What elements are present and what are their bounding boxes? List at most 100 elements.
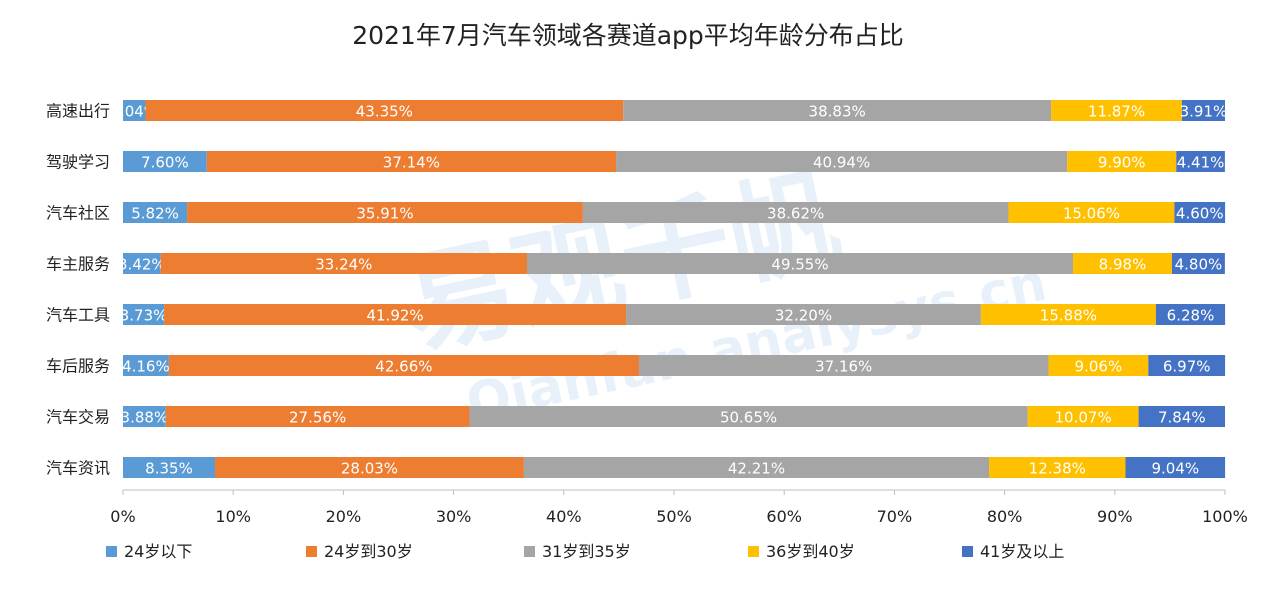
bar-segment [523, 457, 990, 478]
bar-segment [1138, 406, 1225, 427]
bar-segment [638, 355, 1049, 376]
data-label: 35.91% [356, 205, 413, 223]
data-label: 9.04% [1151, 460, 1199, 478]
bar-segment [616, 151, 1068, 172]
bar-segment [582, 202, 1009, 223]
bar-segment [1171, 253, 1225, 274]
data-label: 27.56% [289, 409, 346, 427]
legend-label: 31岁到35岁 [542, 542, 631, 561]
bar-segment [1051, 100, 1182, 121]
bar-segment [626, 304, 981, 325]
bars-group: 2.04% 43.35% 38.83% 11.87% 3.91%7.60% 37.14% 4… [110, 100, 1227, 478]
data-label: 37.16% [815, 358, 872, 376]
x-axis-ticks: 0% 10% 20% 30% 40% 50% 60% 70% 80% 90% 100% [110, 490, 1248, 526]
bar-segment [123, 355, 169, 376]
data-label: 6.97% [1163, 358, 1211, 376]
x-tick-label: 10% [215, 507, 251, 526]
bar-segment [123, 457, 216, 478]
bar-segment [1148, 355, 1226, 376]
data-label: 40.94% [813, 154, 870, 172]
data-label: 8.98% [1099, 256, 1147, 274]
data-label: 3.42% [118, 256, 166, 274]
x-tick-label: 80% [987, 507, 1023, 526]
bar-segment [1008, 202, 1175, 223]
bar-segment [1176, 151, 1225, 172]
data-label: 4.16% [122, 358, 170, 376]
bar-segment [123, 253, 161, 274]
bar-segment [165, 406, 470, 427]
bar-segment [980, 304, 1156, 325]
x-tick-label: 100% [1202, 507, 1248, 526]
legend-swatch [962, 546, 973, 557]
category-label: 汽车交易 [46, 408, 110, 427]
bar-segment [526, 253, 1074, 274]
bar-segment [187, 202, 583, 223]
data-label: 6.28% [1167, 307, 1215, 325]
data-label: 3.73% [120, 307, 168, 325]
data-label: 4.80% [1175, 256, 1223, 274]
data-label: 12.38% [1029, 460, 1086, 478]
x-tick-label: 60% [766, 507, 802, 526]
category-label: 汽车资讯 [46, 459, 110, 478]
bar-segment [1067, 151, 1177, 172]
bar-segment [1155, 304, 1226, 325]
data-label: 7.60% [141, 154, 189, 172]
data-label: 28.03% [341, 460, 398, 478]
data-label: 15.06% [1063, 205, 1120, 223]
data-label: 50.65% [720, 409, 777, 427]
watermark: 易观千帆 Qianfan.analysys.cn [394, 154, 1052, 434]
category-label: 汽车工具 [46, 306, 110, 325]
data-label: 7.84% [1158, 409, 1206, 427]
legend-label: 36岁到40岁 [766, 542, 855, 561]
data-label: 33.24% [315, 256, 372, 274]
bar-segment [206, 151, 617, 172]
data-label: 8.35% [145, 460, 193, 478]
data-label: 9.90% [1098, 154, 1146, 172]
x-tick-label: 0% [110, 507, 135, 526]
data-label: 4.41% [1177, 154, 1225, 172]
data-label: 38.62% [767, 205, 824, 223]
legend-label: 24岁以下 [124, 542, 192, 561]
data-label: 38.83% [809, 103, 866, 121]
legend-swatch [524, 546, 535, 557]
x-tick-label: 70% [877, 507, 913, 526]
data-label: 10.07% [1055, 409, 1112, 427]
category-label: 驾驶学习 [46, 153, 110, 172]
bar-segment [168, 355, 639, 376]
x-tick-label: 30% [436, 507, 472, 526]
x-tick-label: 20% [326, 507, 362, 526]
data-label: 9.06% [1075, 358, 1123, 376]
category-label: 高速出行 [46, 102, 110, 121]
bar-segment [123, 100, 146, 121]
data-label: 11.87% [1088, 103, 1145, 121]
data-label: 43.35% [356, 103, 413, 121]
legend-label: 24岁到30岁 [324, 542, 413, 561]
bar-segment [469, 406, 1028, 427]
bar-segment [1048, 355, 1149, 376]
bar-segment [1174, 202, 1226, 223]
x-tick-label: 50% [656, 507, 692, 526]
category-label: 车主服务 [46, 255, 110, 274]
legend: 24岁以下 24岁到30岁 31岁到35岁 36岁到40岁 41岁及以上 [106, 542, 1064, 561]
data-label: 32.20% [775, 307, 832, 325]
legend-swatch [748, 546, 759, 557]
bar-segment [215, 457, 524, 478]
data-label: 41.92% [366, 307, 423, 325]
bar-segment [123, 304, 165, 325]
data-label: 42.66% [375, 358, 432, 376]
data-label: 3.91% [1180, 103, 1228, 121]
bar-segment [123, 202, 188, 223]
data-label: 3.88% [121, 409, 169, 427]
bar-segment [145, 100, 624, 121]
data-label: 15.88% [1040, 307, 1097, 325]
data-label: 5.82% [131, 205, 179, 223]
bar-segment [1027, 406, 1139, 427]
bar-segment [1125, 457, 1226, 478]
legend-swatch [106, 546, 117, 557]
category-label: 车后服务 [46, 357, 110, 376]
bar-segment [623, 100, 1052, 121]
x-tick-label: 40% [546, 507, 582, 526]
data-label: 37.14% [383, 154, 440, 172]
